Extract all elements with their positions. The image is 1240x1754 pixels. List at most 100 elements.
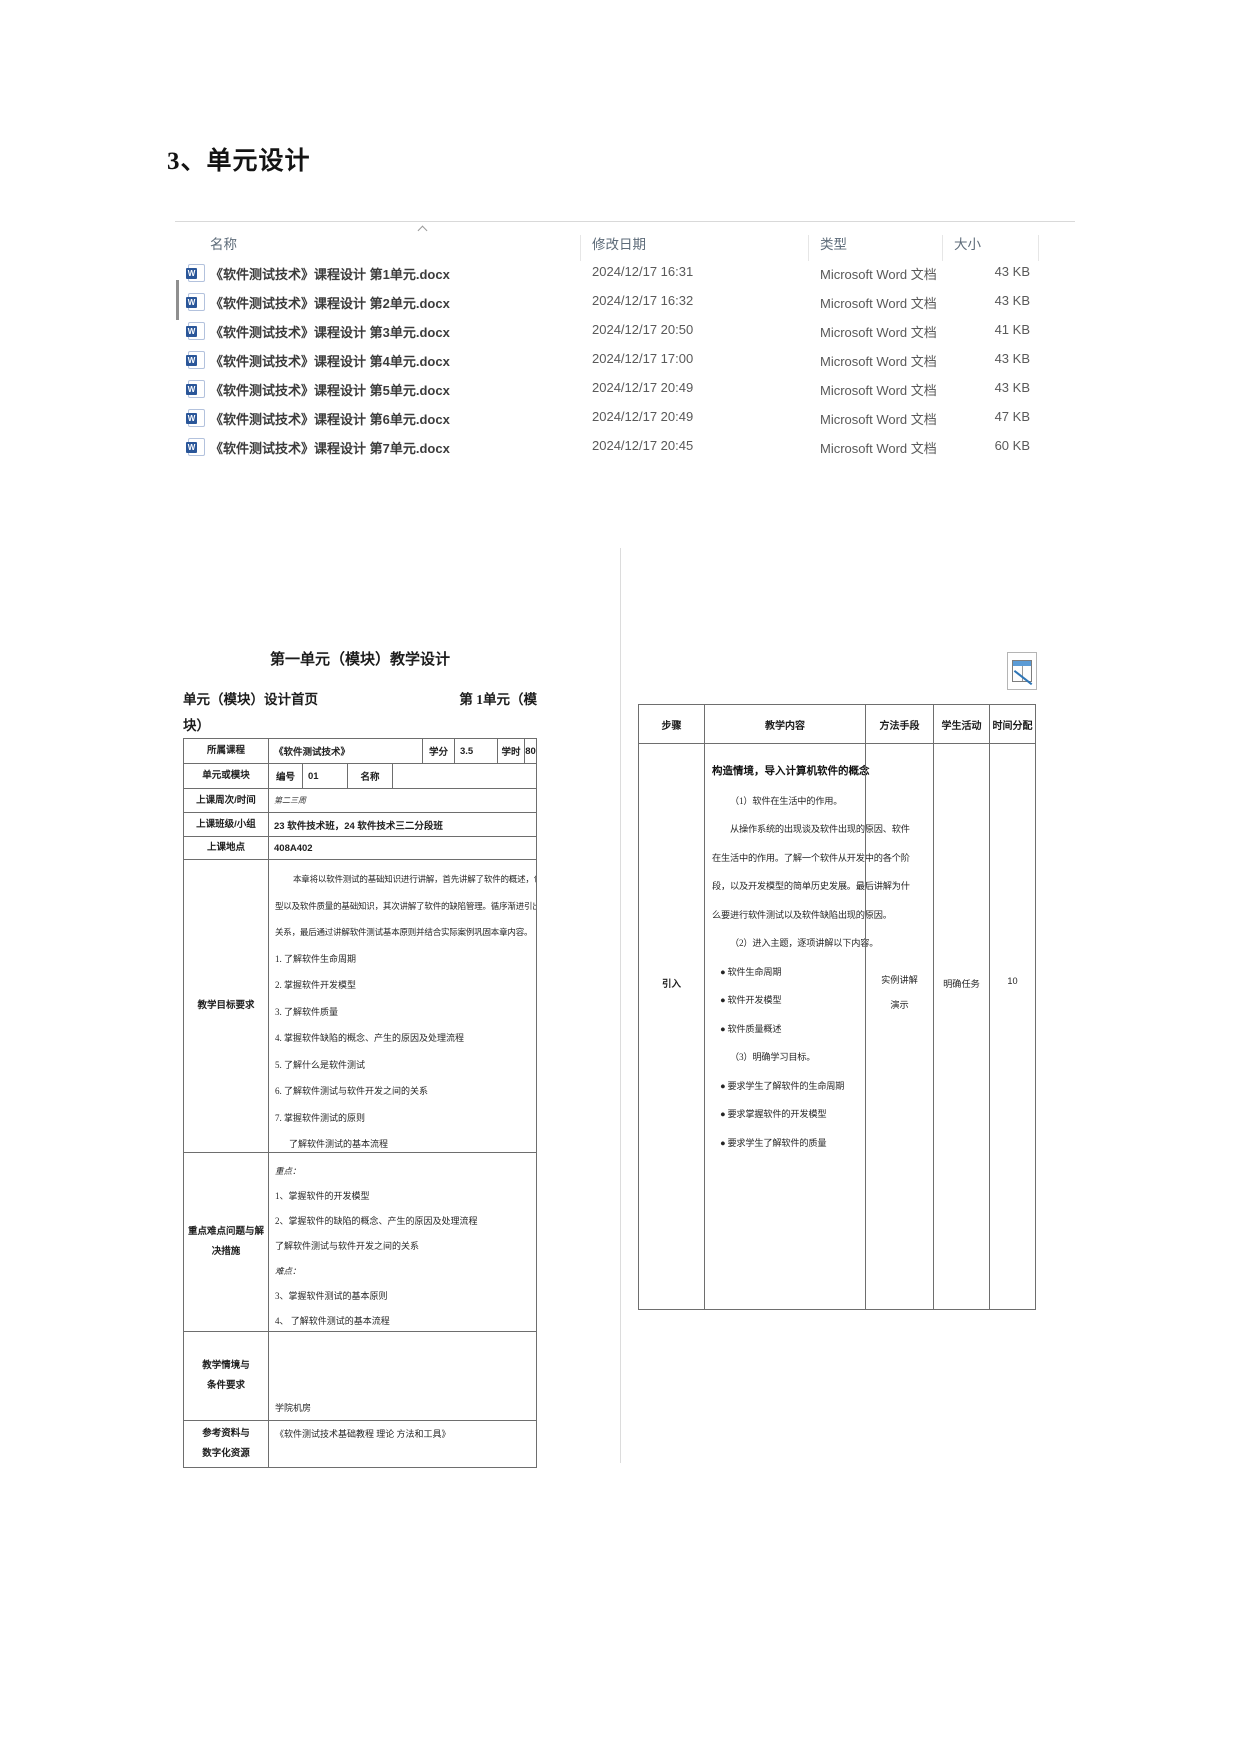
row-label: 教学情境与 条件要求 (184, 1332, 268, 1420)
objectives-intro-line: 本章将以软件测试的基础知识进行讲解，首先讲解了软件的概述，包括了软件的生命周期、… (293, 874, 536, 884)
content-line: ● 要求学生了解软件的质量 (720, 1137, 827, 1148)
teaching-content: 构造情境，导入计算机软件的概念 （1）软件在生活中的作用。 从操作系统的出现谈及… (704, 744, 910, 1309)
keypoint-item: 4、 了解软件测试的基本流程 (275, 1316, 390, 1326)
objective-item: 7. 掌握软件测试的原则 (275, 1112, 366, 1123)
course-name: 《软件测试技术》 (268, 739, 422, 763)
file-row[interactable]: 《软件测试技术》课程设计 第7单元.docx 2024/12/17 20:45 … (175, 432, 1075, 461)
file-date: 2024/12/17 17:00 (592, 351, 694, 366)
table-row: 教学情境与 条件要求 学院机房 (184, 1331, 536, 1420)
number-label: 编号 (268, 764, 302, 788)
row-label: 上课班级/小组 (196, 818, 256, 830)
row-label: 上课周次/时间 (196, 794, 256, 806)
column-separator[interactable] (808, 235, 809, 261)
column-separator[interactable] (580, 235, 581, 261)
unit-design-table: 所属课程 《软件测试技术》 学分 3.5 学时 80 单元或模块 编号 01 名… (183, 738, 537, 1468)
file-size: 47 KB (994, 409, 1030, 424)
file-type: Microsoft Word 文档 (820, 267, 937, 282)
table-row: 所属课程 《软件测试技术》 学分 3.5 学时 80 (184, 739, 536, 763)
word-file-icon (186, 293, 205, 311)
table-row: 重点难点问题与解 决措施 重点： 1、掌握软件的开发模型 2、掌握软件的缺陷的概… (184, 1152, 536, 1331)
explorer-header: 名称 修改日期 类型 大小 (175, 227, 1075, 261)
file-row[interactable]: 《软件测试技术》课程设计 第1单元.docx 2024/12/17 16:31 … (175, 258, 1075, 287)
file-date: 2024/12/17 20:45 (592, 438, 694, 453)
table-row: 教学目标要求 本章将以软件测试的基础知识进行讲解，首先讲解了软件的概述，包括了软… (184, 859, 536, 1152)
word-file-icon (186, 409, 205, 427)
number-value: 01 (302, 764, 347, 788)
file-name: 《软件测试技术》课程设计 第6单元.docx (210, 412, 450, 427)
file-name: 《软件测试技术》课程设计 第4单元.docx (210, 354, 450, 369)
name-value (392, 764, 536, 788)
keypoints-content: 重点： 1、掌握软件的开发模型 2、掌握软件的缺陷的概念、产生的原因及处理流程 … (268, 1153, 536, 1331)
file-row[interactable]: 《软件测试技术》课程设计 第5单元.docx 2024/12/17 20:49 … (175, 374, 1075, 403)
file-type: Microsoft Word 文档 (820, 441, 937, 456)
lesson-steps-table: 步骤 教学内容 方法手段 学生活动 时间分配 引入 构造情境，导入计算机软件的概… (638, 704, 1036, 1310)
name-label: 名称 (347, 764, 392, 788)
file-date: 2024/12/17 16:31 (592, 264, 694, 279)
method-cell: 实例讲解 演示 (865, 744, 933, 1309)
file-size: 60 KB (994, 438, 1030, 453)
file-name: 《软件测试技术》课程设计 第7单元.docx (210, 441, 450, 456)
file-type: Microsoft Word 文档 (820, 383, 937, 398)
doc-subheader-wrap: 块） (183, 718, 210, 733)
column-header-method: 方法手段 (865, 705, 933, 743)
file-explorer: 名称 修改日期 类型 大小 《软件测试技术》课程设计 第1单元.docx 202… (175, 215, 1075, 470)
row-label: 所属课程 (206, 745, 245, 756)
objective-item: 6. 了解软件测试与软件开发之间的关系 (275, 1086, 429, 1096)
content-line: 段，以及开发模型的简单历史发展。最后讲解为什 (712, 881, 910, 891)
column-separator[interactable] (1038, 235, 1039, 261)
column-header-type[interactable]: 类型 (820, 237, 847, 252)
column-header-step: 步骤 (661, 720, 682, 732)
file-date: 2024/12/17 20:49 (592, 409, 694, 424)
content-line: ● 软件生命周期 (720, 966, 782, 977)
column-header-name[interactable]: 名称 (210, 237, 237, 252)
file-type: Microsoft Word 文档 (820, 412, 937, 427)
steps-table-body: 引入 构造情境，导入计算机软件的概念 （1）软件在生活中的作用。 从操作系统的出… (639, 744, 1035, 1309)
file-row[interactable]: 《软件测试技术》课程设计 第4单元.docx 2024/12/17 17:00 … (175, 345, 1075, 374)
column-header-date[interactable]: 修改日期 (592, 237, 646, 252)
column-header-content: 教学内容 (704, 705, 865, 743)
table-row: 上课班级/小组 23 软件技术班，24 软件技术三二分段班 (184, 812, 536, 836)
row-label: 参考资料与 数字化资源 (184, 1421, 268, 1467)
hours-value: 80 (524, 739, 536, 763)
file-name: 《软件测试技术》课程设计 第2单元.docx (210, 296, 450, 311)
row-label-line: 条件要求 (206, 1380, 245, 1391)
method-line: 实例讲解 (881, 975, 918, 985)
file-name: 《软件测试技术》课程设计 第3单元.docx (210, 325, 450, 340)
column-separator[interactable] (942, 235, 943, 261)
file-row[interactable]: 《软件测试技术》课程设计 第3单元.docx 2024/12/17 20:50 … (175, 316, 1075, 345)
objective-item: 了解软件测试的基本流程 (289, 1139, 389, 1149)
content-line: ● 要求学生了解软件的生命周期 (720, 1080, 845, 1091)
keypoint-item: 2、掌握软件的缺陷的概念、产生的原因及处理流程 (275, 1216, 478, 1226)
row-label-line: 重点难点问题与解 (187, 1226, 264, 1237)
student-activity: 明确任务 (933, 744, 989, 1309)
week-value: 第二三周 (268, 789, 536, 812)
file-date: 2024/12/17 16:32 (592, 293, 694, 308)
step-name: 引入 (661, 979, 681, 990)
word-file-icon (186, 438, 205, 456)
column-header-size[interactable]: 大小 (954, 237, 981, 252)
environment-value: 学院机房 (268, 1332, 536, 1420)
content-line: （1）软件在生活中的作用。 (730, 795, 843, 806)
objective-item: 1. 了解软件生命周期 (275, 953, 357, 964)
table-row: 单元或模块 编号 01 名称 (184, 763, 536, 788)
keypoint-item: 难点： (275, 1266, 301, 1276)
content-line: （3）明确学习目标。 (730, 1052, 816, 1062)
row-label-line: 数字化资源 (202, 1448, 250, 1459)
file-row[interactable]: 《软件测试技术》课程设计 第2单元.docx 2024/12/17 16:32 … (175, 287, 1075, 316)
doc-subheader: 第 1单元（模 单元（模块）设计首页 (183, 688, 537, 708)
file-type: Microsoft Word 文档 (820, 325, 937, 340)
file-size: 43 KB (994, 264, 1030, 279)
references-value: 《软件测试技术基础教程 理论 方法和工具》 (268, 1421, 536, 1467)
content-line: ● 要求掌握软件的开发模型 (720, 1109, 827, 1119)
header-divider (175, 221, 1075, 222)
word-file-icon (186, 380, 205, 398)
file-row[interactable]: 《软件测试技术》课程设计 第6单元.docx 2024/12/17 20:49 … (175, 403, 1075, 432)
word-file-icon (186, 351, 205, 369)
content-line: （2）进入主题，逐项讲解以下内容。 (730, 938, 879, 948)
word-file-icon (186, 322, 205, 340)
content-line: 么要进行软件测试以及软件缺陷出现的原因。 (712, 909, 892, 920)
file-type: Microsoft Word 文档 (820, 296, 937, 311)
place-value: 408A402 (268, 837, 536, 859)
scroll-indicator[interactable] (176, 280, 179, 320)
column-header-time: 时间分配 (989, 705, 1035, 743)
